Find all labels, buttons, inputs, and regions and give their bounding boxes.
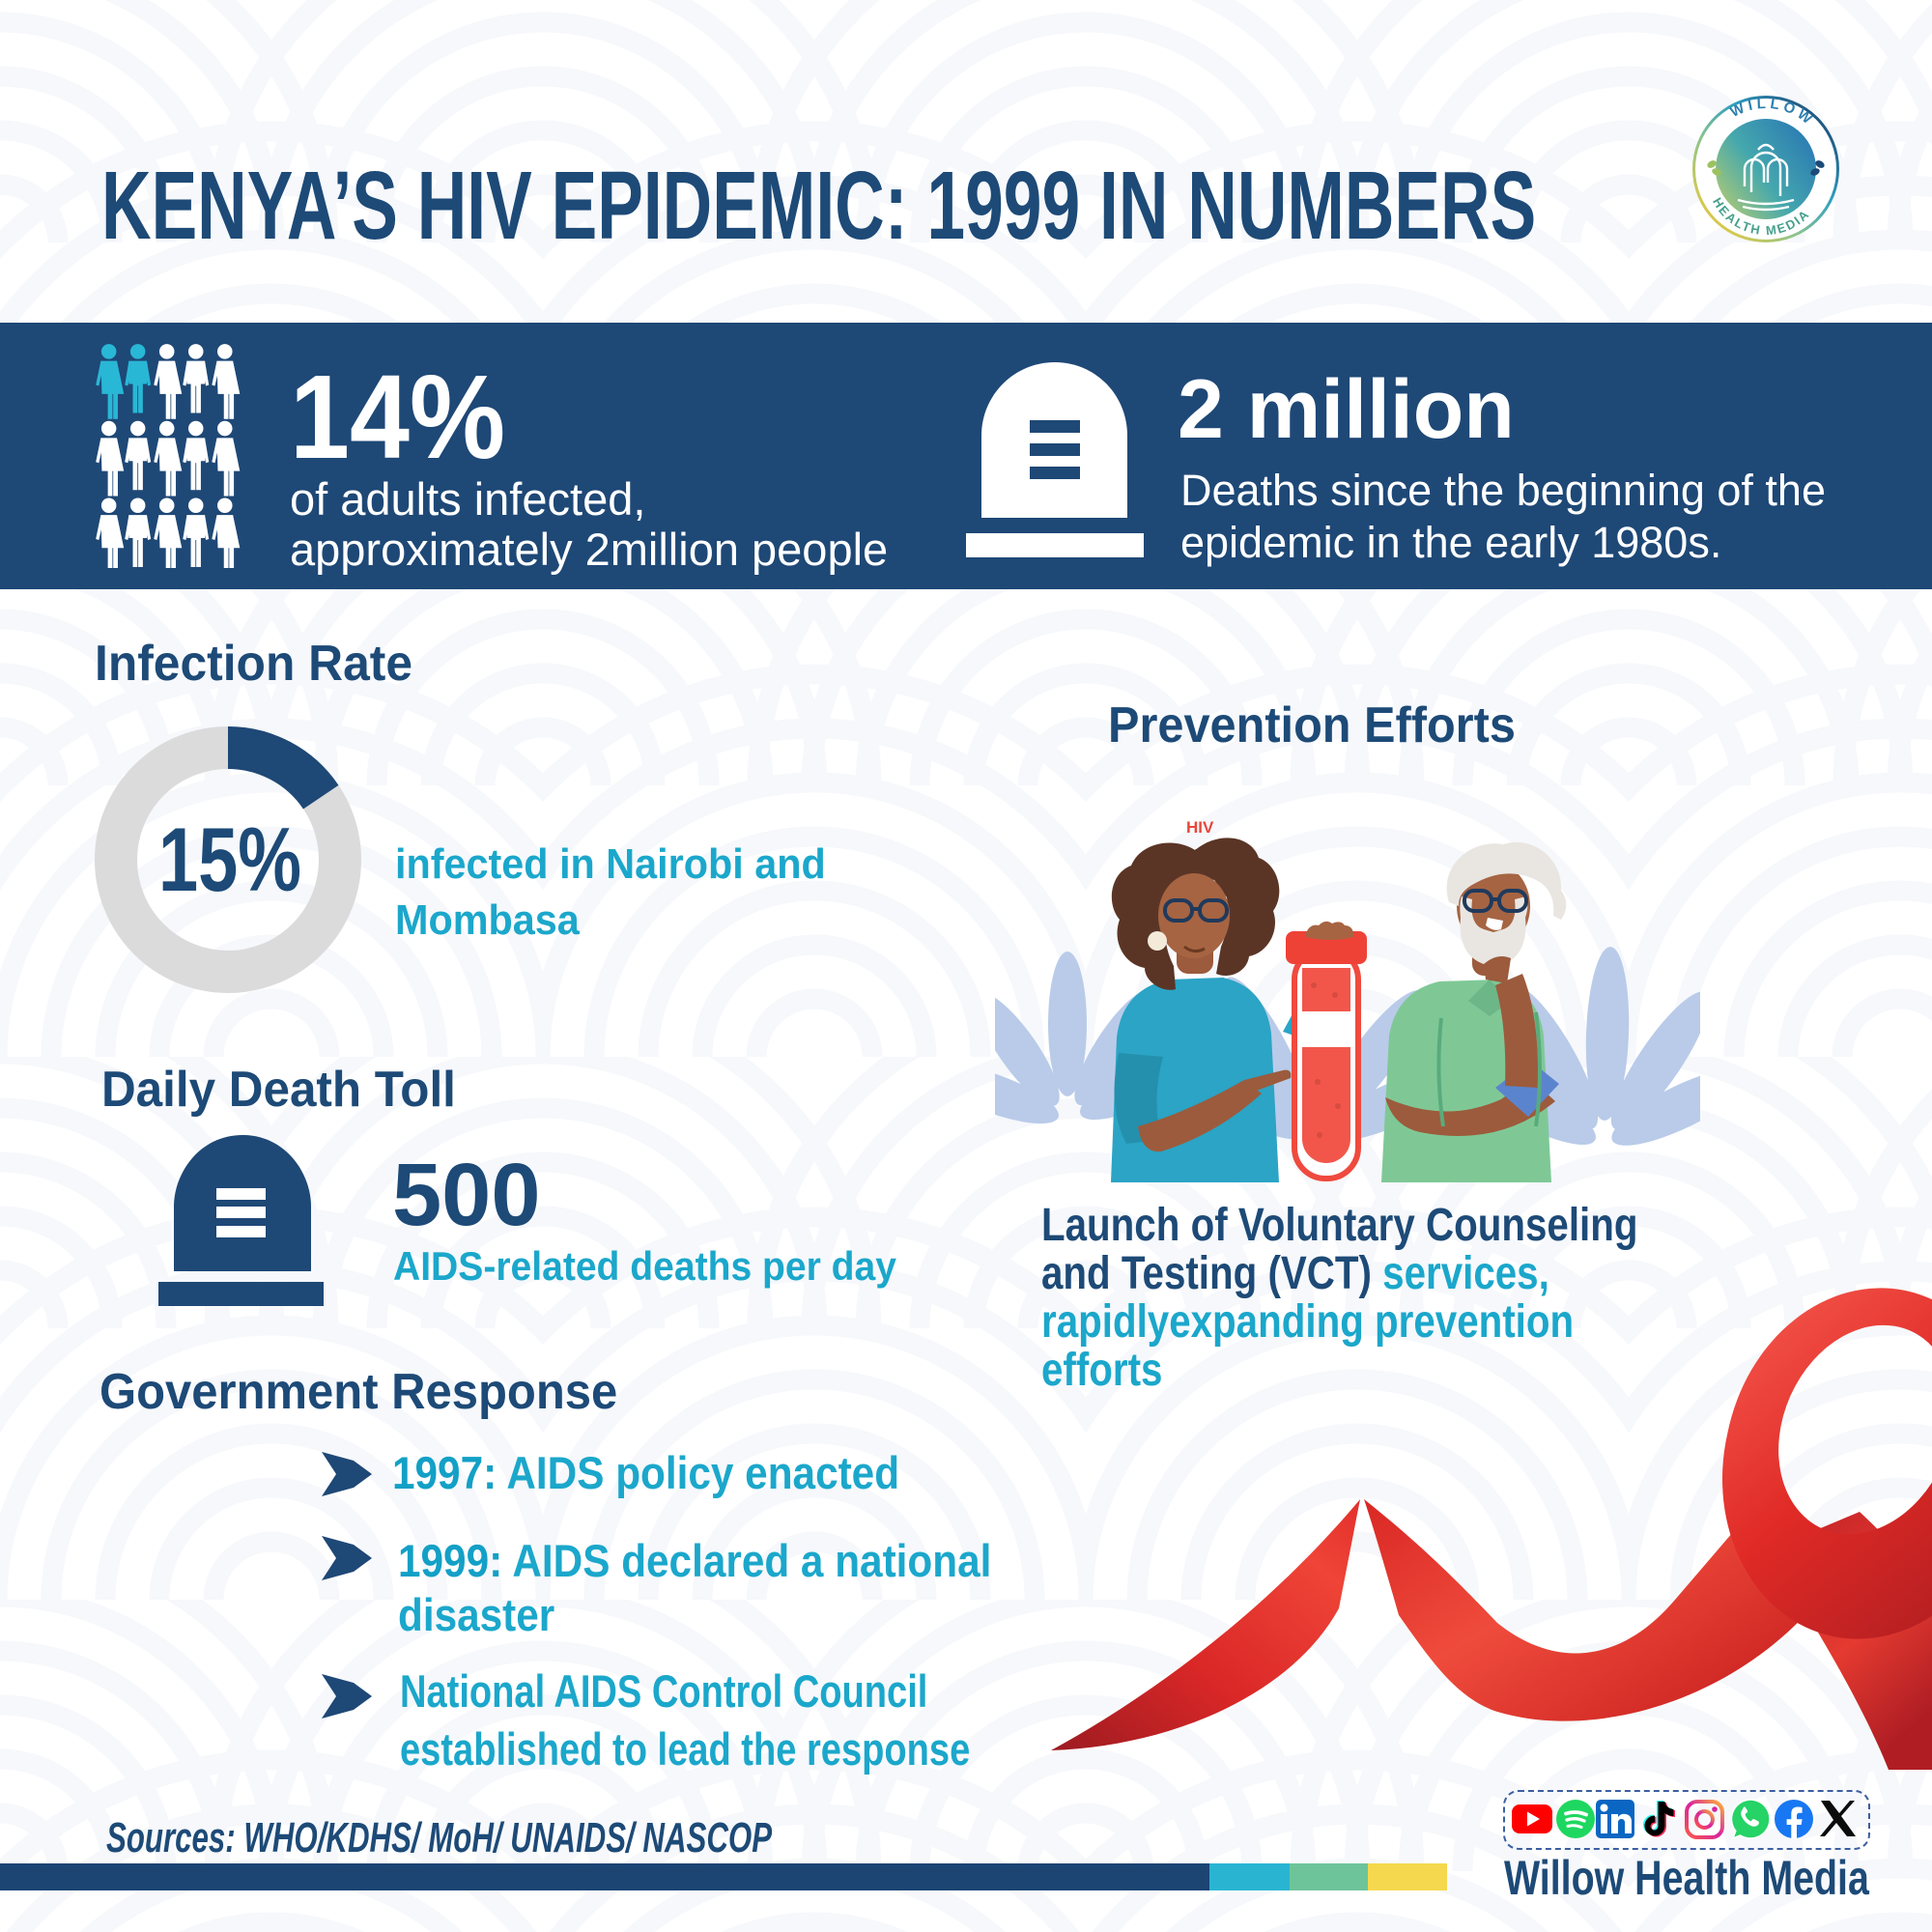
svg-text:HIV: HIV — [1186, 818, 1214, 837]
svg-text:15%: 15% — [158, 809, 301, 910]
